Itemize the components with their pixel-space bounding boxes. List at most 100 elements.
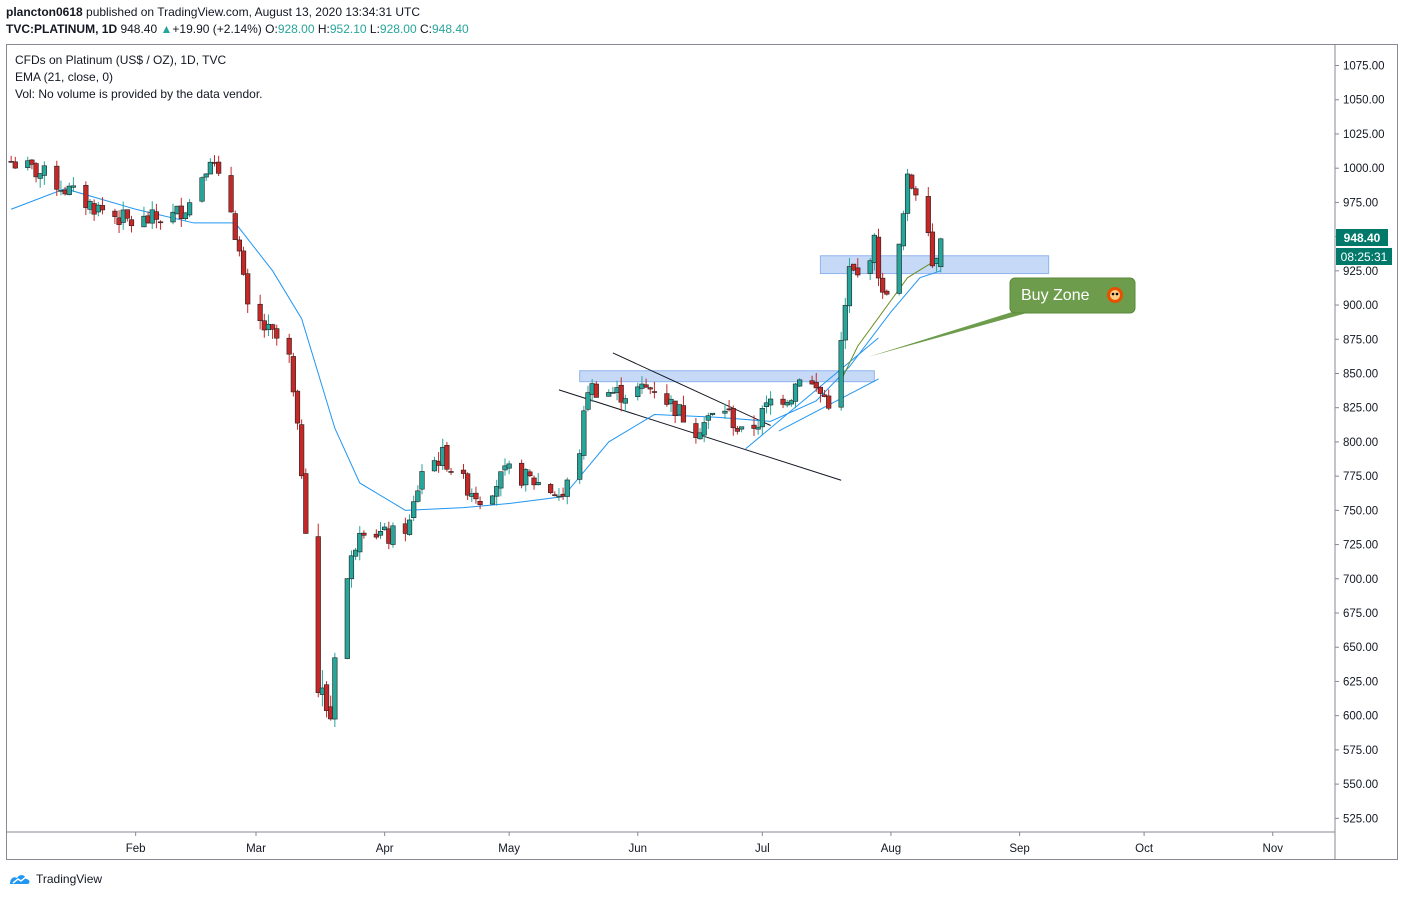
- candle: [465, 472, 471, 500]
- y-tick-label: 975.00: [1343, 197, 1378, 209]
- candle: [257, 294, 263, 330]
- candle: [199, 176, 205, 203]
- candle: [323, 681, 330, 718]
- candle: [373, 529, 379, 540]
- x-tick-label: Nov: [1263, 843, 1284, 855]
- candle: [70, 177, 76, 192]
- y-tick-label: 650.00: [1343, 642, 1378, 654]
- x-tick-label: Oct: [1135, 843, 1154, 855]
- candle: [37, 173, 43, 188]
- candle: [813, 372, 819, 392]
- candle: [842, 297, 848, 349]
- candle: [332, 652, 338, 728]
- y-tick-label: 775.00: [1343, 471, 1378, 483]
- candle: [303, 468, 309, 534]
- candle: [606, 389, 612, 397]
- candle: [153, 203, 160, 229]
- up-arrow-icon: ▲: [160, 22, 173, 36]
- high-label: H:: [317, 22, 330, 36]
- candle: [564, 477, 570, 505]
- candle: [722, 403, 728, 419]
- candle: [643, 378, 649, 389]
- y-tick-label: 800.00: [1343, 437, 1378, 449]
- y-tick-label: 1025.00: [1343, 129, 1385, 141]
- candle: [473, 486, 479, 504]
- candle: [585, 385, 591, 412]
- candle: [228, 166, 234, 213]
- publish-info: plancton0618 published on TradingView.co…: [6, 5, 420, 19]
- candle: [792, 382, 799, 409]
- y-tick-label: 575.00: [1343, 745, 1378, 757]
- brand-name[interactable]: TradingView: [36, 872, 103, 886]
- candle: [759, 405, 765, 435]
- candle: [54, 160, 60, 196]
- candle: [581, 405, 587, 460]
- publish-text: published on TradingView.com, August 13,…: [82, 5, 421, 19]
- candle: [498, 471, 504, 497]
- candlesticks: [8, 155, 944, 728]
- chart-frame[interactable]: [6, 44, 1398, 860]
- y-tick-label: 675.00: [1343, 608, 1378, 620]
- candle: [896, 243, 902, 296]
- candle: [618, 377, 624, 412]
- y-tick-label: 1050.00: [1343, 95, 1385, 107]
- candle: [884, 289, 890, 296]
- y-tick-label: 750.00: [1343, 505, 1378, 517]
- trend-line: [612, 352, 771, 426]
- candle: [83, 181, 89, 216]
- candle: [411, 495, 417, 521]
- x-tick-label: May: [498, 843, 520, 855]
- chart-title: CFDs on Platinum (US$ / OZ), 1D, TVC: [15, 53, 226, 67]
- y-tick-label: 900.00: [1343, 300, 1378, 312]
- buy-zone-callout[interactable]: Buy Zone: [868, 277, 1136, 357]
- candle: [448, 467, 454, 476]
- open-label: O:: [265, 22, 278, 36]
- candle: [352, 547, 359, 561]
- candle: [33, 161, 39, 183]
- candle: [182, 212, 189, 222]
- candle: [751, 415, 757, 436]
- candle: [274, 324, 280, 346]
- last-price-value: 948.40: [1344, 231, 1381, 245]
- x-tick-label: Jul: [755, 843, 770, 855]
- candle: [817, 385, 823, 403]
- candle: [730, 405, 736, 436]
- candle: [178, 197, 184, 227]
- y-tick-label: 1075.00: [1343, 61, 1385, 73]
- candle: [286, 333, 292, 363]
- candle: [506, 460, 512, 475]
- y-tick-label: 925.00: [1343, 266, 1378, 278]
- candle: [693, 417, 699, 444]
- candle: [875, 228, 882, 287]
- candle: [41, 161, 47, 185]
- trend-line: [745, 337, 879, 450]
- candle: [406, 514, 413, 536]
- candle: [216, 155, 222, 177]
- candle: [738, 426, 745, 433]
- candle: [535, 473, 541, 486]
- candle: [701, 416, 707, 443]
- candle: [112, 208, 118, 224]
- candle: [593, 381, 599, 398]
- y-tick-label: 725.00: [1343, 540, 1378, 552]
- candle: [128, 215, 135, 233]
- candle: [904, 168, 911, 221]
- candle: [622, 394, 628, 413]
- candle: [357, 526, 363, 561]
- candle: [444, 441, 450, 472]
- open-value: 928.00: [277, 22, 315, 36]
- y-tick-label: 850.00: [1343, 368, 1378, 380]
- candle: [12, 156, 18, 169]
- ema-legend: EMA (21, close, 0): [15, 70, 113, 84]
- candle: [377, 521, 384, 540]
- y-tick-label: 825.00: [1343, 403, 1378, 415]
- candle: [846, 257, 853, 314]
- candle: [290, 352, 296, 397]
- volume-legend: Vol: No volume is provided by the data v…: [15, 87, 262, 101]
- last-price-tag: 948.40 08:25:31: [1336, 229, 1392, 265]
- price-axis: 1075.001050.001025.001000.00975.00950.00…: [1334, 45, 1385, 859]
- candle: [826, 389, 832, 411]
- candle: [315, 523, 321, 698]
- candle: [232, 210, 238, 240]
